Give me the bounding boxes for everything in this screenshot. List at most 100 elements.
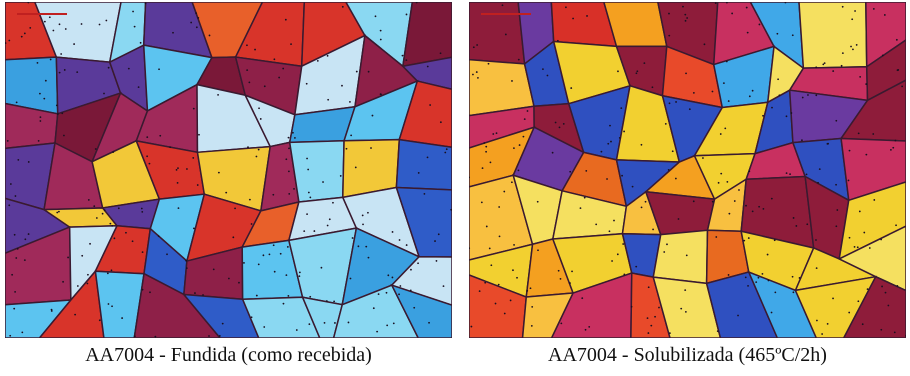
precipitate [731, 13, 733, 15]
precipitate [307, 169, 309, 171]
precipitate [835, 120, 837, 122]
precipitate [14, 234, 16, 236]
precipitate [848, 180, 850, 182]
precipitate [668, 35, 670, 37]
precipitate [185, 260, 187, 262]
precipitate [748, 170, 750, 172]
precipitate [777, 78, 779, 80]
precipitate [881, 286, 883, 288]
micrograph [5, 2, 452, 338]
precipitate [726, 181, 728, 183]
precipitate [542, 68, 544, 70]
precipitate [186, 168, 188, 170]
precipitate [158, 68, 160, 70]
precipitate [243, 262, 245, 264]
precipitate [285, 274, 287, 276]
precipitate [849, 150, 851, 152]
precipitate [896, 39, 898, 41]
precipitate [218, 172, 220, 174]
precipitate [15, 195, 17, 197]
precipitate [502, 4, 504, 6]
precipitate [219, 335, 221, 337]
precipitate [159, 135, 161, 137]
precipitate [142, 251, 144, 253]
precipitate [283, 303, 285, 305]
precipitate [321, 267, 323, 269]
precipitate [623, 274, 625, 276]
precipitate [87, 283, 89, 285]
precipitate [606, 178, 608, 180]
precipitate [748, 237, 750, 239]
precipitate [263, 254, 265, 256]
precipitate [685, 311, 687, 313]
precipitate [496, 132, 498, 134]
precipitate [413, 307, 415, 309]
precipitate [73, 43, 75, 45]
precipitate [609, 230, 611, 232]
precipitate [324, 322, 326, 324]
precipitate [327, 55, 329, 57]
precipitate [28, 233, 30, 235]
precipitate [854, 246, 856, 248]
precipitate [367, 212, 369, 214]
precipitate [386, 324, 388, 326]
precipitate [50, 59, 52, 61]
precipitate [194, 292, 196, 294]
precipitate [294, 137, 296, 139]
precipitate [398, 293, 400, 295]
precipitate [362, 223, 364, 225]
precipitate [569, 171, 571, 173]
precipitate [717, 330, 719, 332]
precipitate [650, 325, 652, 327]
precipitate [537, 249, 539, 251]
precipitate [109, 223, 111, 225]
precipitate [799, 277, 801, 279]
precipitate [365, 246, 367, 248]
precipitate [897, 69, 899, 71]
precipitate [774, 239, 776, 241]
precipitate [511, 181, 513, 183]
precipitate [513, 147, 515, 149]
precipitate [288, 170, 290, 172]
precipitate [821, 333, 823, 335]
precipitate [140, 42, 142, 44]
precipitate [623, 131, 625, 133]
precipitate [832, 70, 834, 72]
precipitate [309, 296, 311, 298]
precipitate [193, 227, 195, 229]
precipitate [771, 198, 773, 200]
precipitate [841, 65, 843, 67]
precipitate [217, 94, 219, 96]
precipitate [643, 62, 645, 64]
precipitate [524, 118, 526, 120]
precipitate [737, 315, 739, 317]
precipitate [258, 263, 260, 265]
precipitate [663, 251, 665, 253]
precipitate [208, 335, 210, 337]
precipitate [59, 23, 61, 25]
precipitate [142, 289, 144, 291]
precipitate [558, 270, 560, 272]
precipitate [728, 274, 730, 276]
precipitate [571, 270, 573, 272]
precipitate [895, 140, 897, 142]
precipitate [762, 273, 764, 275]
precipitate [601, 151, 603, 153]
precipitate [178, 207, 180, 209]
precipitate [685, 20, 687, 22]
precipitate [815, 66, 817, 68]
precipitate [792, 34, 794, 36]
precipitate [513, 244, 515, 246]
precipitate [81, 255, 83, 257]
precipitate [105, 20, 107, 22]
precipitate [434, 240, 436, 242]
precipitate [570, 87, 572, 89]
precipitate [851, 18, 853, 20]
precipitate [530, 287, 532, 289]
precipitate [306, 83, 308, 85]
precipitate [495, 303, 497, 305]
precipitate [595, 223, 597, 225]
precipitate [424, 193, 426, 195]
precipitate [49, 16, 51, 18]
precipitate [29, 27, 31, 29]
